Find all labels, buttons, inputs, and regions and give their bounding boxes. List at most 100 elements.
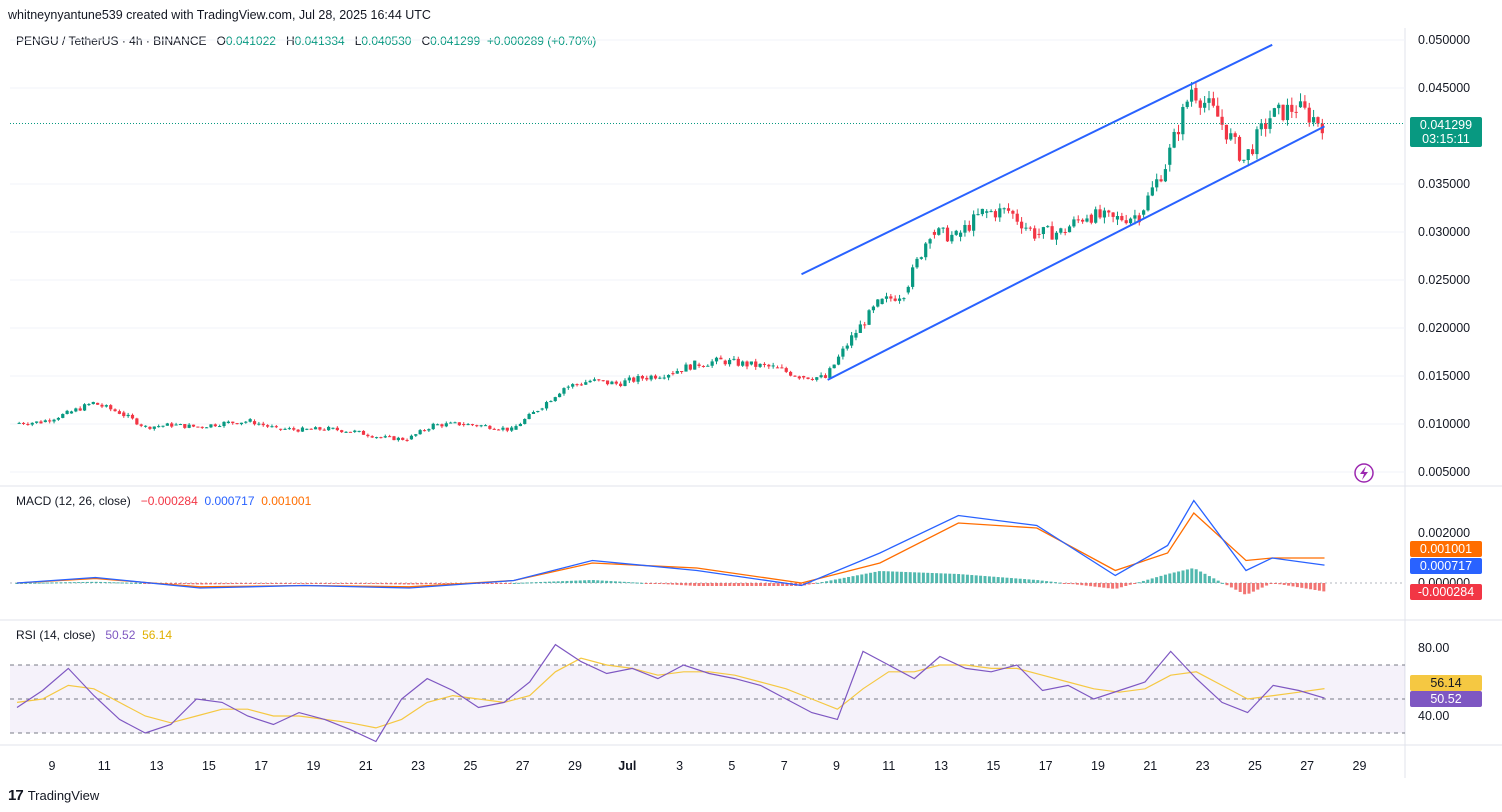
candle-body bbox=[30, 422, 34, 425]
macd-hist-bar bbox=[842, 577, 846, 583]
time-tick-label: 23 bbox=[411, 759, 425, 773]
candle-body bbox=[96, 402, 100, 405]
candle-body bbox=[876, 299, 880, 307]
macd-hist-bar bbox=[1247, 583, 1251, 594]
macd-hist-bar bbox=[1168, 573, 1172, 583]
macd-hist-bar bbox=[715, 583, 719, 586]
candle-body bbox=[1316, 117, 1320, 124]
candle-body bbox=[793, 375, 797, 377]
open-value: 0.041022 bbox=[225, 34, 276, 48]
macd-hist-bar bbox=[517, 582, 521, 584]
macd-hist-bar bbox=[952, 573, 956, 583]
channel-lower-line bbox=[827, 125, 1325, 381]
candle-body bbox=[963, 224, 967, 233]
candle-body bbox=[414, 434, 418, 436]
footer-brand[interactable]: 17 TradingView bbox=[8, 787, 99, 804]
macd-hist-bar bbox=[543, 581, 547, 583]
candle-body bbox=[1198, 100, 1202, 108]
candle-body bbox=[200, 426, 204, 428]
candle-body bbox=[1063, 232, 1067, 233]
macd-hist-bar bbox=[926, 572, 930, 583]
macd-hist-bar bbox=[970, 575, 974, 583]
candle-body bbox=[1041, 227, 1045, 235]
macd-hist-bar bbox=[745, 583, 749, 586]
macd-hist-bar bbox=[411, 583, 415, 585]
candle-body bbox=[845, 345, 849, 349]
macd-hist-bar bbox=[490, 583, 494, 584]
candle-body bbox=[104, 405, 108, 407]
candle-body bbox=[231, 421, 235, 424]
symbol-title[interactable]: PENGU / TetherUS · 4h · BINANCE bbox=[16, 34, 207, 48]
candle-body bbox=[388, 436, 392, 438]
time-tick-label: 7 bbox=[781, 759, 788, 773]
candle-body bbox=[135, 418, 139, 425]
candle-body bbox=[52, 419, 56, 422]
candle-body bbox=[688, 364, 692, 370]
macd-hist-bar bbox=[1084, 583, 1088, 586]
candle-body bbox=[488, 425, 492, 429]
candle-body bbox=[1259, 123, 1263, 130]
macd-hist-bar bbox=[50, 582, 54, 584]
macd-hist-bar bbox=[961, 574, 965, 583]
candle-body bbox=[501, 427, 505, 430]
macd-hist-bar bbox=[1221, 582, 1225, 584]
candle-body bbox=[1216, 105, 1220, 117]
candle-body bbox=[117, 411, 122, 414]
rsi-title[interactable]: RSI (14, close) bbox=[16, 628, 96, 642]
candle-body bbox=[531, 411, 536, 414]
candle-body bbox=[915, 258, 919, 268]
macd-hist-bar bbox=[292, 583, 296, 584]
macd-hist-bar bbox=[1089, 583, 1093, 587]
macd-hist-bar bbox=[1203, 573, 1207, 583]
macd-hist-bar bbox=[807, 583, 811, 585]
candle-body bbox=[318, 427, 322, 430]
candle-body bbox=[954, 230, 958, 235]
macd-hist-bar bbox=[37, 582, 41, 584]
candle-body bbox=[732, 358, 736, 360]
macd-signal-badge: 0.001001 bbox=[1410, 541, 1482, 557]
macd-hist-bar bbox=[701, 583, 705, 586]
macd-hist-bar bbox=[200, 583, 204, 585]
candle-body bbox=[610, 381, 614, 385]
macd-title[interactable]: MACD (12, 26, close) bbox=[16, 494, 131, 508]
candle-body bbox=[1085, 218, 1089, 222]
rsi-tick-label: 80.00 bbox=[1418, 641, 1449, 655]
candle-body bbox=[941, 227, 945, 229]
candle-body bbox=[871, 306, 876, 311]
candle-body bbox=[985, 211, 989, 213]
candle-body bbox=[340, 430, 344, 433]
candle-body bbox=[658, 377, 662, 379]
candle-body bbox=[584, 382, 588, 385]
macd-hist-bar bbox=[1102, 583, 1106, 588]
macd-hist-bar bbox=[710, 583, 714, 586]
candle-body bbox=[370, 436, 374, 438]
macd-hist-bar bbox=[574, 580, 578, 583]
macd-hist-bar bbox=[930, 572, 934, 583]
candle-body bbox=[396, 437, 400, 441]
candle-body bbox=[518, 423, 522, 427]
macd-hist-bar bbox=[367, 583, 371, 584]
macd-hist-bar bbox=[992, 576, 996, 583]
macd-hist-bar bbox=[121, 582, 125, 584]
macd-hist-bar bbox=[279, 583, 283, 584]
macd-hist-bar bbox=[1185, 569, 1189, 583]
candle-body bbox=[863, 324, 867, 326]
candle-body bbox=[510, 427, 514, 431]
macd-hist-bar bbox=[776, 583, 780, 586]
candle-body bbox=[950, 234, 954, 242]
macd-hist-bar bbox=[1001, 577, 1005, 583]
macd-hist-bar bbox=[1049, 581, 1053, 583]
candle-body bbox=[627, 377, 631, 381]
macd-hist-bar bbox=[1023, 579, 1027, 583]
candle-body bbox=[475, 425, 479, 427]
candle-body bbox=[409, 435, 414, 440]
macd-hist-bar bbox=[583, 580, 587, 583]
main-legend: PENGU / TetherUS · 4h · BINANCE O0.04102… bbox=[16, 34, 596, 48]
candle-body bbox=[309, 428, 313, 430]
candle-body bbox=[218, 426, 222, 428]
macd-hist-bar bbox=[55, 582, 59, 584]
macd-hist-bar bbox=[719, 583, 723, 586]
candle-body bbox=[823, 375, 828, 378]
candle-body bbox=[1185, 101, 1189, 108]
